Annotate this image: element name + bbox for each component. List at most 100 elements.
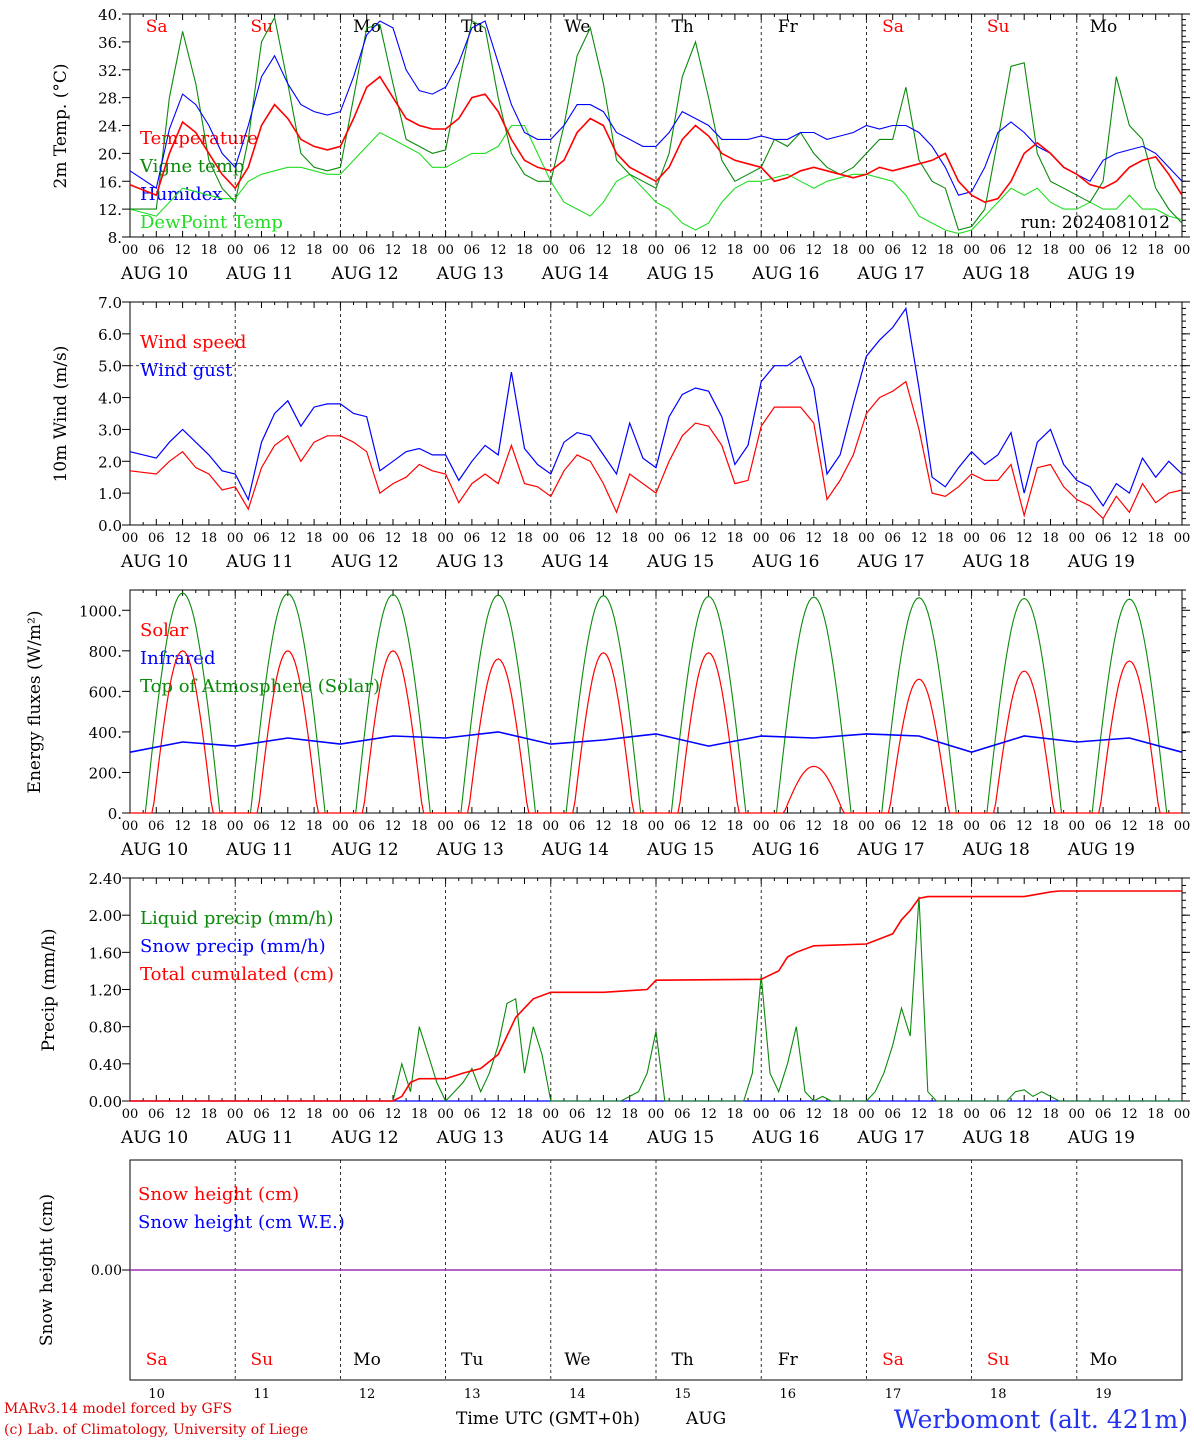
hour-tick-label: 06	[884, 531, 901, 546]
date-label: AUG 10	[120, 264, 188, 284]
y-tick-label: 40.	[98, 6, 122, 24]
hour-tick-label: 06	[148, 1107, 165, 1122]
hour-tick-label: 00	[437, 1107, 454, 1122]
day-of-week-label: Mo	[353, 1350, 381, 1370]
hour-tick-label: 12	[385, 243, 402, 258]
day-of-week-label: Su	[987, 1350, 1010, 1370]
hour-tick-label: 06	[464, 243, 481, 258]
y-tick-label: 12.	[98, 201, 122, 219]
temperature-ylabel: 2m Temp. (°C)	[51, 63, 71, 188]
hour-tick-label: 18	[306, 819, 323, 834]
hour-tick-label: 18	[1147, 819, 1164, 834]
hour-tick-label: 12	[700, 819, 717, 834]
y-tick-label: 0.	[108, 805, 122, 823]
y-tick-label: 5.0	[98, 358, 122, 376]
bottom-day-number: 18	[990, 1387, 1007, 1402]
x-axis-label: Time UTC (GMT+0h)	[456, 1409, 640, 1429]
day-of-week-label: Su	[987, 17, 1010, 37]
legend-toa-solar: Top of Atmosphere (Solar)	[140, 676, 380, 697]
legend-solar: Solar	[140, 620, 189, 641]
y-tick-label: 200.	[89, 764, 122, 782]
hour-tick-label: 18	[516, 1107, 533, 1122]
hour-tick-label: 00	[332, 1107, 349, 1122]
hour-tick-label: 06	[253, 1107, 270, 1122]
hour-tick-label: 12	[385, 531, 402, 546]
day-of-week-label: Su	[250, 17, 273, 37]
bottom-day-number: 10	[148, 1387, 165, 1402]
y-tick-label: 2.0	[98, 453, 122, 471]
y-tick-label: 0.00	[89, 1093, 122, 1111]
day-of-week-label: Mo	[1090, 17, 1118, 37]
hour-tick-label: 06	[253, 819, 270, 834]
hour-tick-label: 12	[174, 243, 191, 258]
hour-tick-label: 12	[700, 243, 717, 258]
hour-tick-label: 00	[227, 1107, 244, 1122]
hour-tick-label: 06	[569, 1107, 586, 1122]
hour-tick-label: 18	[727, 531, 744, 546]
date-label: AUG 16	[751, 552, 819, 572]
hour-tick-label: 18	[516, 531, 533, 546]
hour-tick-label: 18	[1147, 1107, 1164, 1122]
date-label: AUG 15	[646, 552, 714, 572]
y-tick-label: 0.80	[89, 1019, 122, 1037]
bottom-day-number: 12	[359, 1387, 376, 1402]
hour-tick-label: 00	[437, 819, 454, 834]
date-label: AUG 11	[225, 552, 293, 572]
date-label: AUG 12	[330, 552, 398, 572]
hour-tick-label: 06	[990, 243, 1007, 258]
date-label: AUG 14	[541, 840, 609, 860]
hour-tick-label: 18	[937, 1107, 954, 1122]
hour-tick-label: 18	[937, 819, 954, 834]
hour-tick-label: 12	[490, 243, 507, 258]
y-tick-label: 3.0	[98, 421, 122, 439]
hour-tick-label: 00	[858, 1107, 875, 1122]
y-tick-label: 32.	[98, 62, 122, 80]
date-label: AUG 19	[1067, 264, 1135, 284]
day-of-week-label: Mo	[353, 17, 381, 37]
hour-tick-label: 18	[306, 1107, 323, 1122]
hour-tick-label: 00	[1174, 243, 1191, 258]
hour-tick-label: 12	[280, 531, 297, 546]
legend-dewpoint-temp: DewPoint Temp	[140, 212, 283, 233]
hour-tick-label: 00	[1174, 1107, 1191, 1122]
date-label: AUG 11	[225, 840, 293, 860]
hour-tick-label: 06	[569, 531, 586, 546]
hour-tick-label: 18	[516, 243, 533, 258]
hour-tick-label: 12	[595, 1107, 612, 1122]
legend-snow-precip: Snow precip (mm/h)	[140, 936, 326, 957]
hour-tick-label: 06	[148, 531, 165, 546]
date-label: AUG 14	[541, 1128, 609, 1148]
y-tick-label: 600.	[89, 683, 122, 701]
hour-tick-label: 18	[1042, 531, 1059, 546]
hour-tick-label: 06	[569, 819, 586, 834]
day-of-week-label: Sa	[146, 17, 168, 37]
date-label: AUG 15	[646, 1128, 714, 1148]
day-of-week-label: Fr	[778, 1350, 799, 1370]
hour-tick-label: 00	[332, 243, 349, 258]
date-label: AUG 16	[751, 1128, 819, 1148]
hour-tick-label: 06	[464, 1107, 481, 1122]
hour-tick-label: 18	[1147, 531, 1164, 546]
hour-tick-label: 18	[1042, 243, 1059, 258]
hour-tick-label: 06	[990, 819, 1007, 834]
y-tick-label: 4.0	[98, 390, 122, 408]
hour-tick-label: 00	[122, 243, 139, 258]
hour-tick-label: 00	[648, 243, 665, 258]
date-label: AUG 13	[436, 1128, 504, 1148]
hour-tick-label: 06	[990, 1107, 1007, 1122]
y-tick-label: 1.60	[89, 944, 122, 962]
day-of-week-label: Fr	[778, 17, 799, 37]
date-label: AUG 10	[120, 552, 188, 572]
date-label: AUG 19	[1067, 1128, 1135, 1148]
date-label: AUG 12	[330, 264, 398, 284]
hour-tick-label: 18	[727, 819, 744, 834]
legend-liquid-precip: Liquid precip (mm/h)	[140, 908, 334, 929]
hour-tick-label: 00	[122, 1107, 139, 1122]
hour-tick-label: 12	[1121, 1107, 1138, 1122]
hour-tick-label: 06	[674, 243, 691, 258]
hour-tick-label: 06	[1095, 1107, 1112, 1122]
day-of-week-label: We	[564, 17, 590, 37]
bottom-day-number: 11	[254, 1387, 271, 1402]
bottom-day-number: 17	[885, 1387, 902, 1402]
